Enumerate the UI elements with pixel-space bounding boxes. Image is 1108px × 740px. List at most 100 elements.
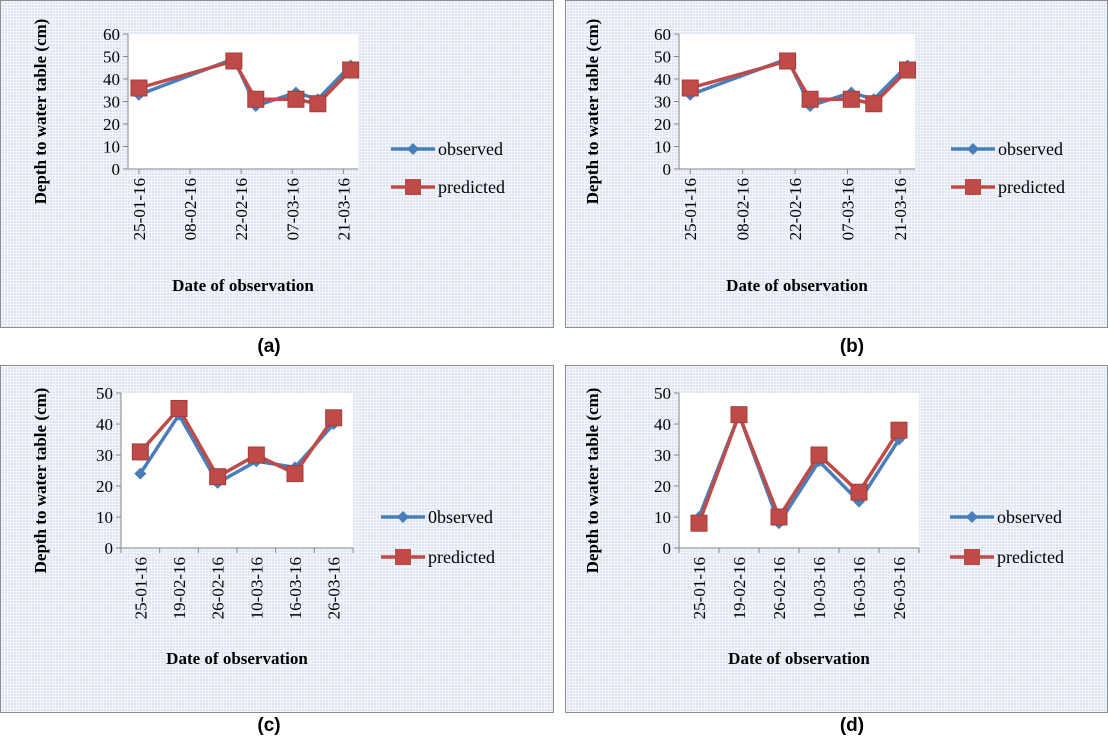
- chart-panel-a: 0 10 20 30 40 50 60 25-01-16 08-02-16 22-02-16 07-…: [0, 0, 554, 328]
- legend-marker-predicted: [395, 549, 411, 565]
- y-tick-label: 10: [103, 138, 120, 157]
- legend-label: predicted: [438, 177, 505, 197]
- predicted-point: [286, 465, 304, 483]
- legend-label: observed: [438, 139, 503, 159]
- x-axis-title: Date of observation: [728, 649, 870, 668]
- y-tick-label: 0: [105, 539, 114, 558]
- x-axis-title: Date of observation: [172, 276, 314, 295]
- y-tick-label: 40: [654, 70, 671, 89]
- chart-d: 0 10 20 30 40 50 25-01-16 19-02-16 26-02-16 10-03…: [583, 384, 1064, 668]
- legend-marker-predicted: [964, 549, 980, 565]
- legend-marker-observed: [967, 143, 979, 155]
- y-tick-label: 50: [654, 48, 671, 67]
- predicted-point: [309, 95, 327, 113]
- x-tick-label: 25-01-16: [131, 557, 150, 619]
- x-tick-label: 16-03-16: [850, 557, 869, 619]
- legend-marker-predicted: [405, 179, 421, 195]
- predicted-point: [899, 61, 917, 79]
- legend-label: 0bserved: [428, 507, 493, 527]
- y-tick-label: 60: [103, 25, 120, 44]
- x-tick-label: 26-03-16: [325, 557, 344, 619]
- legend-marker-observed: [397, 511, 409, 523]
- y-axis-title: Depth to water table (cm): [583, 19, 602, 205]
- y-tick-label: 30: [654, 93, 671, 112]
- predicted-point: [131, 443, 149, 461]
- series-line-1: [697, 412, 901, 524]
- x-tick-label: 21-03-16: [334, 178, 353, 240]
- y-tick-label: 20: [96, 477, 113, 496]
- legend-marker-predicted: [965, 179, 981, 195]
- y-tick-label: 50: [96, 384, 113, 403]
- legend-label: predicted: [997, 547, 1064, 567]
- predicted-point: [690, 514, 708, 532]
- predicted-point: [850, 483, 868, 501]
- x-tick-label: 25-01-16: [690, 557, 709, 619]
- x-axis-title: Date of observation: [166, 649, 308, 668]
- y-tick-label: 20: [654, 477, 671, 496]
- y-tick-label: 60: [654, 25, 671, 44]
- y-tick-label: 50: [654, 384, 671, 403]
- y-tick-label: 40: [96, 415, 113, 434]
- x-tick-label: 21-03-16: [891, 178, 910, 240]
- y-tick-label: 20: [103, 115, 120, 134]
- x-tick-label: 16-03-16: [286, 557, 305, 619]
- x-axis-title: Date of observation: [726, 276, 868, 295]
- legend-label: predicted: [428, 547, 495, 567]
- x-tick-label: 26-02-16: [209, 557, 228, 619]
- caption-a: (a): [257, 336, 281, 357]
- predicted-point: [779, 52, 797, 70]
- chart-c: 0 10 20 30 40 50 25-01-16 19-02-16 26-02-16 10-03…: [31, 384, 495, 668]
- chart-a: 0 10 20 30 40 50 60 25-01-16 08-02-16 22-02-16 07-…: [31, 19, 505, 295]
- x-tick-label: 25-01-16: [130, 178, 149, 240]
- y-tick-label: 50: [103, 48, 120, 67]
- legend-label: observed: [998, 139, 1063, 159]
- chart-b: 0 10 20 30 40 50 60 25-01-16 08-02-16 22-02-16 07-…: [583, 19, 1065, 295]
- y-tick-label: 0: [663, 539, 672, 558]
- predicted-point: [842, 90, 860, 108]
- y-tick-label: 20: [654, 115, 671, 134]
- y-tick-label: 40: [103, 70, 120, 89]
- legend-marker-observed: [407, 143, 419, 155]
- y-axis-title: Depth to water table (cm): [31, 19, 50, 205]
- chart-panel-d: 0 10 20 30 40 50 25-01-16 19-02-16 26-02-16 10-03…: [565, 365, 1108, 713]
- predicted-point: [170, 400, 188, 417]
- caption-b: (b): [839, 336, 865, 357]
- predicted-point: [247, 446, 265, 464]
- y-axis-title: Depth to water table (cm): [31, 388, 50, 574]
- x-tick-label: 25-01-16: [681, 178, 700, 240]
- legend-label: observed: [997, 507, 1062, 527]
- predicted-point: [247, 90, 265, 108]
- y-tick-label: 0: [663, 160, 672, 179]
- predicted-point: [810, 446, 828, 464]
- y-tick-label: 30: [654, 446, 671, 465]
- y-tick-label: 10: [654, 508, 671, 527]
- predicted-point: [325, 409, 343, 427]
- predicted-point: [130, 79, 148, 97]
- legend-label: predicted: [998, 177, 1065, 197]
- legend-marker-observed: [966, 511, 978, 523]
- predicted-point: [209, 468, 227, 486]
- x-tick-label: 08-02-16: [734, 178, 753, 240]
- x-tick-label: 10-03-16: [247, 557, 266, 619]
- x-tick-label: 10-03-16: [810, 557, 829, 619]
- y-tick-label: 30: [103, 93, 120, 112]
- chart-panel-b: 0 10 20 30 40 50 60 25-01-16 08-02-16 22-02-16 07-…: [565, 0, 1108, 328]
- y-tick-label: 10: [654, 138, 671, 157]
- predicted-point: [225, 52, 243, 70]
- predicted-point: [287, 90, 305, 108]
- predicted-point: [342, 61, 360, 79]
- series-line-0: [138, 412, 335, 485]
- x-tick-label: 22-02-16: [232, 178, 251, 240]
- caption-c: (c): [257, 715, 281, 736]
- predicted-point: [865, 95, 883, 113]
- y-tick-label: 10: [96, 508, 113, 527]
- x-tick-label: 07-03-16: [839, 178, 858, 240]
- y-tick-label: 40: [654, 415, 671, 434]
- predicted-point: [801, 90, 819, 108]
- predicted-point: [890, 421, 908, 439]
- predicted-point: [681, 79, 699, 97]
- x-tick-label: 26-03-16: [890, 557, 909, 619]
- chart-panel-c: 0 10 20 30 40 50 25-01-16 19-02-16 26-02-16 10-03…: [0, 365, 554, 713]
- y-tick-label: 30: [96, 446, 113, 465]
- observed-point: [134, 467, 147, 480]
